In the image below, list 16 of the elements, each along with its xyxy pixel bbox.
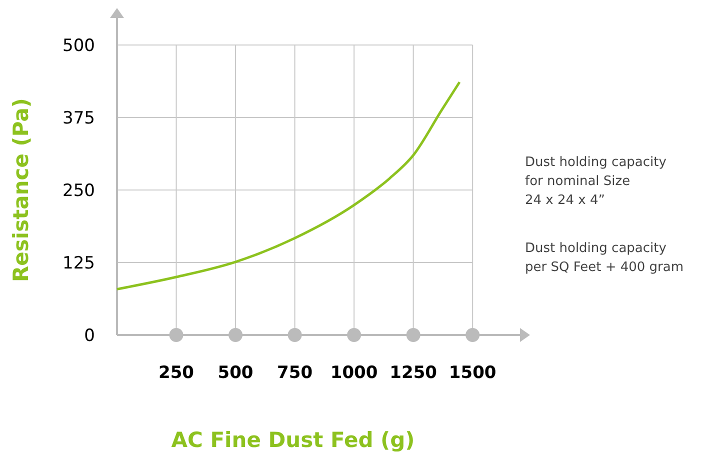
x-tick-label: 250 [158, 363, 194, 383]
y-tick-label: 125 [62, 254, 95, 274]
x-tick-label: 1500 [448, 363, 496, 383]
y-tick-label: 375 [62, 108, 95, 128]
line-series [116, 80, 461, 290]
y-tick-label: 250 [62, 181, 95, 201]
y-tick-label: 500 [62, 36, 95, 56]
y-axis-title: Resistance (Pa) [9, 98, 33, 282]
x-tick-label: 750 [277, 363, 313, 383]
x-tick-label: 1000 [330, 363, 378, 383]
x-axis-title: AC Fine Dust Fed (g) [171, 428, 415, 452]
x-tick-label: 1250 [390, 363, 438, 383]
text: Dust holding capacity per SQ Feet + 400 gram [525, 241, 684, 275]
y-tick-label: 0 [84, 326, 95, 346]
x-tick-label: 500 [218, 363, 254, 383]
text: Dust holding capacity for nominal Size 24 x 24 x 4” [525, 155, 667, 208]
